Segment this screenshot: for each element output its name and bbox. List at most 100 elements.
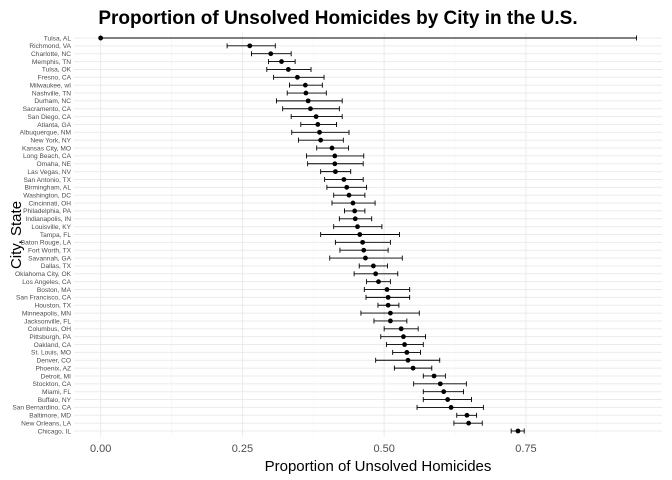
data-point — [279, 59, 284, 64]
data-point — [303, 90, 309, 96]
data-point — [404, 350, 410, 355]
y-tick-label: Miami, FL — [42, 389, 71, 396]
y-tick-label: Albuquerque, NM — [20, 130, 71, 137]
y-tick-label: Tampa, FL — [40, 232, 71, 239]
y-tick-label: Houston, TX — [34, 303, 71, 310]
data-point — [385, 302, 391, 308]
data-point — [318, 137, 324, 143]
data-point — [315, 122, 321, 127]
y-tick-label: Chicago, IL — [38, 428, 72, 435]
chart-title: Proportion of Unsolved Homicides by City… — [98, 8, 577, 29]
data-point — [317, 129, 322, 135]
data-point — [431, 373, 437, 379]
data-point — [268, 51, 274, 57]
data-point — [332, 161, 338, 167]
y-tick-label: Tulsa, OK — [42, 67, 72, 74]
y-tick-label: Baltimore, MD — [29, 413, 71, 420]
y-tick-label: Minneapolis, MN — [22, 310, 71, 317]
data-point — [448, 405, 454, 410]
data-point — [363, 255, 368, 261]
data-point — [387, 318, 393, 324]
data-point — [352, 208, 358, 214]
data-point — [464, 412, 470, 418]
data-point — [515, 428, 521, 434]
data-point — [352, 216, 358, 222]
y-tick-label: Dallas, TX — [41, 263, 72, 270]
y-tick-label: St. Louis, MO — [31, 350, 71, 357]
y-tick-label: Buffalo, NY — [38, 397, 72, 404]
y-tick-label: Detroit, MI — [41, 373, 72, 380]
y-tick-label: Sacramento, CA — [23, 106, 72, 113]
y-tick-label: Cincinnati, OH — [28, 200, 71, 207]
x-axis-title: Proportion of Unsolved Homicides — [265, 458, 492, 475]
y-tick-label: Richmond, VA — [29, 43, 71, 50]
y-tick-label: San Antonio, TX — [23, 177, 71, 184]
y-tick-label: Indianapolis, IN — [26, 216, 72, 223]
data-point — [98, 35, 104, 41]
y-tick-label: Washington, DC — [23, 193, 71, 200]
data-point — [350, 200, 356, 206]
data-point — [376, 279, 381, 285]
y-tick-label: Los Angeles, CA — [22, 279, 71, 286]
x-tick-label: 0.00 — [90, 443, 111, 455]
y-axis-title: City, State — [8, 201, 25, 269]
y-tick-label: San Bernardino, CA — [12, 405, 71, 412]
x-tick-label: 0.25 — [232, 443, 253, 455]
y-tick-label: Phoenix, AZ — [35, 365, 71, 372]
gridlines — [74, 33, 662, 437]
y-tick-label: Pittsburgh, PA — [29, 334, 71, 341]
data-point — [313, 114, 319, 119]
x-tick-label: 0.75 — [515, 443, 536, 455]
y-tick-label: Oklahoma City, OK — [15, 271, 72, 278]
data-point — [441, 389, 447, 395]
y-tick-label: Kansas City, MO — [22, 145, 71, 152]
plot-panel — [74, 33, 662, 437]
data-point — [445, 397, 451, 402]
y-tick-label: Nashville, TN — [32, 90, 71, 97]
data-point — [305, 98, 311, 104]
data-point — [466, 420, 472, 426]
data-point — [341, 177, 347, 182]
data-point — [405, 357, 411, 363]
y-tick-label: New York, NY — [30, 137, 71, 144]
data-point — [361, 247, 367, 253]
data-point — [387, 310, 393, 316]
data-point — [437, 381, 443, 387]
y-tick-label: Jacksonville, FL — [24, 318, 71, 325]
y-tick-label: San Diego, CA — [27, 114, 71, 121]
y-tick-label: Durham, NC — [34, 98, 71, 105]
data-point — [357, 232, 363, 237]
y-tick-label: Stockton, CA — [33, 381, 72, 388]
y-tick-label: Boston, MA — [37, 287, 72, 294]
x-axis-tick-labels: 0.00 0.25 0.50 0.75 — [90, 443, 537, 455]
y-tick-label: New Orleans, LA — [21, 420, 71, 427]
point-estimates — [98, 35, 521, 434]
data-point — [370, 263, 376, 269]
data-point — [410, 365, 416, 371]
data-point — [247, 43, 253, 49]
data-point — [332, 169, 338, 175]
data-point — [384, 287, 390, 292]
data-point — [360, 239, 366, 245]
y-tick-label: Birmingham, AL — [24, 185, 71, 192]
data-point — [329, 145, 335, 151]
data-point — [295, 74, 300, 80]
data-point — [346, 192, 352, 198]
y-tick-label: Fresno, CA — [38, 75, 72, 82]
data-point — [402, 342, 407, 347]
y-tick-label: Charlotte, NC — [31, 51, 71, 58]
y-tick-label: Denver, CO — [37, 358, 71, 365]
data-point — [401, 334, 406, 340]
error-bar — [100, 35, 637, 41]
y-tick-label: Memphis, TN — [32, 59, 71, 66]
y-tick-label: Oakland, CA — [34, 342, 72, 349]
data-point — [285, 67, 291, 72]
data-point — [302, 82, 308, 88]
y-tick-label: Tulsa, AL — [44, 35, 72, 42]
y-tick-label: Long Beach, CA — [23, 153, 72, 160]
data-point — [355, 224, 360, 230]
data-point — [373, 271, 379, 277]
data-point — [344, 184, 350, 190]
